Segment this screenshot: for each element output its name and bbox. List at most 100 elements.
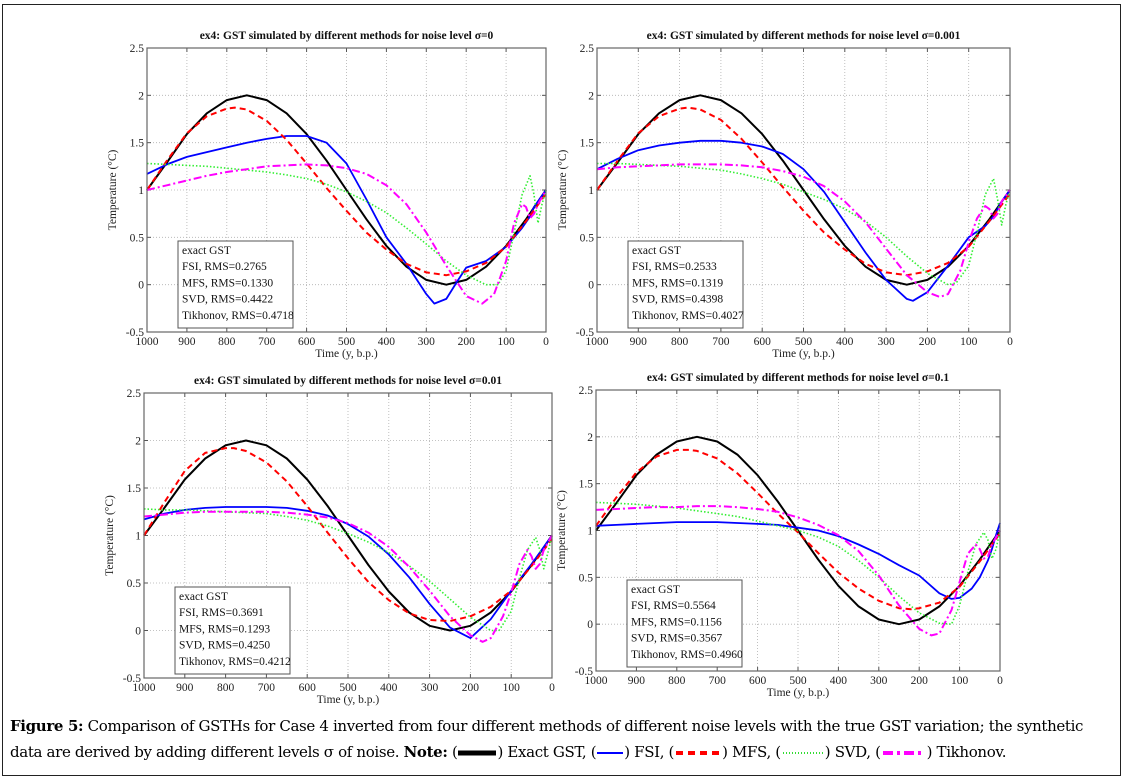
- legend-box: [174, 586, 291, 675]
- y-tick-label: 0.5: [580, 232, 595, 244]
- x-axis-label: Time (y, b.p.): [317, 694, 380, 706]
- y-tick-label: -0.5: [123, 673, 141, 685]
- x-tick-label: 500: [338, 336, 356, 348]
- x-axis-label: Time (y, b.p.): [767, 687, 830, 699]
- x-tick-label: 1000: [136, 336, 159, 348]
- legend-box: [627, 240, 744, 329]
- x-tick-label: 600: [754, 336, 772, 348]
- y-axis-label: Temperature (°C): [107, 149, 119, 230]
- x-tick-label: 0: [549, 682, 555, 694]
- y-axis-label: Temperature (°C): [104, 495, 116, 576]
- y-tick-label: 2: [587, 432, 593, 444]
- legend-entry: SVD, RMS=0.4250: [179, 640, 270, 652]
- y-tick-label: 1.5: [127, 483, 142, 495]
- x-tick-label: 200: [458, 336, 476, 348]
- x-tick-label: 600: [299, 682, 317, 694]
- tikhonov-line-swatch-icon: [882, 751, 925, 755]
- fsi-line-swatch-icon: [597, 752, 624, 754]
- x-tick-label: 700: [258, 682, 276, 694]
- x-tick-label: 200: [462, 682, 480, 694]
- legend-box: [177, 240, 294, 329]
- x-tick-label: 200: [911, 675, 929, 687]
- figure-caption: Figure 5: Comparison of GSTHs for Case 4…: [10, 713, 1116, 765]
- legend: exact GST FSI, RMS=0.3691 MFS, RMS=0.1293 S…: [174, 586, 291, 675]
- x-tick-label: 400: [378, 336, 396, 348]
- y-tick-label: 1: [588, 185, 594, 197]
- x-tick-label: 800: [217, 682, 235, 694]
- x-axis-label: Time (y, b.p.): [315, 348, 378, 360]
- series-line-tikhonov: [146, 163, 547, 305]
- y-tick-label: 0: [135, 626, 141, 638]
- y-tick-label: 0.5: [127, 578, 142, 590]
- y-tick-label: 1: [587, 526, 593, 538]
- y-tick-label: 1: [135, 531, 141, 543]
- legend-entry: MFS, RMS=0.1330: [182, 277, 273, 289]
- caption-text: Comparison of GSTHs for Case 4 inverted …: [10, 717, 1084, 761]
- axes-box: [596, 47, 1011, 333]
- y-tick-label: 2.5: [127, 388, 142, 400]
- x-tick-label: 900: [178, 336, 196, 348]
- x-tick-label: 900: [628, 675, 646, 687]
- x-tick-label: 100: [497, 336, 515, 348]
- x-tick-label: 100: [951, 675, 969, 687]
- x-tick-label: 200: [919, 336, 937, 348]
- x-tick-label: 700: [709, 675, 727, 687]
- caption-legend-tikhonov: () Tikhonov.: [875, 743, 1007, 761]
- chart-panel-2: 1000 900 800 700 600 500 400 300 200 100 0-0.500.5…: [557, 30, 1013, 360]
- chart-title: ex4: GST simulated by different methods …: [200, 30, 494, 42]
- y-tick-label: 1.5: [130, 138, 145, 150]
- x-tick-label: 600: [749, 675, 767, 687]
- series-line-exact-gst: [596, 94, 1011, 286]
- x-tick-label: 900: [630, 336, 648, 348]
- y-tick-label: 0: [588, 280, 594, 292]
- legend: exact GST FSI, RMS=0.2765 MFS, RMS=0.1330 S…: [177, 240, 294, 329]
- y-tick-label: 2: [135, 436, 141, 448]
- legend-entry: MFS, RMS=0.1293: [179, 623, 270, 635]
- y-tick-label: 2.5: [130, 43, 145, 55]
- x-tick-label: 800: [671, 336, 689, 348]
- caption-figure-label: Figure 5:: [10, 717, 84, 735]
- y-tick-label: -0.5: [575, 666, 593, 678]
- series-line-svd: [595, 501, 1001, 626]
- chart-title: ex4: GST simulated by different methods …: [647, 30, 961, 42]
- legend: exact GST FSI, RMS=0.2533 MFS, RMS=0.1319 S…: [627, 240, 744, 329]
- x-tick-label: 300: [421, 682, 439, 694]
- x-tick-label: 800: [668, 675, 686, 687]
- chart-panel-3: 1000 900 800 700 600 500 400 300 200 100 0-0.500.5…: [104, 375, 555, 706]
- x-tick-label: 400: [836, 336, 854, 348]
- x-tick-label: 500: [795, 336, 813, 348]
- x-tick-label: 100: [960, 336, 978, 348]
- series-line-svd: [597, 162, 1011, 286]
- y-tick-label: 2: [138, 90, 144, 102]
- legend-entry: SVD, RMS=0.3567: [631, 633, 722, 645]
- series-line-mfs: [595, 448, 1001, 611]
- caption-legend-mfs: () MFS,: [668, 743, 776, 761]
- mfs-line-swatch-icon: [676, 751, 721, 755]
- chart-panel-1: 1000 900 800 700 600 500 400 300 200 100 0-0.500.5…: [107, 30, 549, 360]
- legend-entry: exact GST: [182, 245, 231, 257]
- x-tick-label: 1000: [585, 675, 608, 687]
- caption-legend-exact: () Exact GST,: [451, 743, 591, 761]
- y-tick-label: -0.5: [576, 327, 594, 339]
- series-line-exact-gst: [146, 94, 547, 286]
- svd-line-swatch-icon: [782, 752, 823, 754]
- legend-entry: FSI, RMS=0.2533: [632, 261, 717, 273]
- legend-entry: exact GST: [632, 245, 681, 257]
- legend-entry: SVD, RMS=0.4422: [182, 294, 273, 306]
- axes-box: [146, 47, 547, 333]
- chart-title: ex4: GST simulated by different methods …: [647, 372, 949, 384]
- x-tick-label: 400: [830, 675, 848, 687]
- series-line-mfs: [143, 447, 553, 622]
- caption-note-label: Note:: [403, 743, 448, 761]
- legend-entry: Tikhonov, RMS=0.4960: [631, 649, 743, 661]
- x-tick-label: 0: [1007, 336, 1013, 348]
- y-tick-label: 0.5: [579, 572, 594, 584]
- series-line-svd: [143, 508, 553, 632]
- y-tick-label: 1.5: [579, 479, 594, 491]
- x-tick-label: 600: [298, 336, 316, 348]
- figure-frame: [2, 4, 1121, 776]
- series-line-svd: [146, 162, 547, 286]
- y-axis-label: Temperature (°C): [557, 149, 569, 230]
- y-axis-label: Temperature (°C): [556, 490, 568, 571]
